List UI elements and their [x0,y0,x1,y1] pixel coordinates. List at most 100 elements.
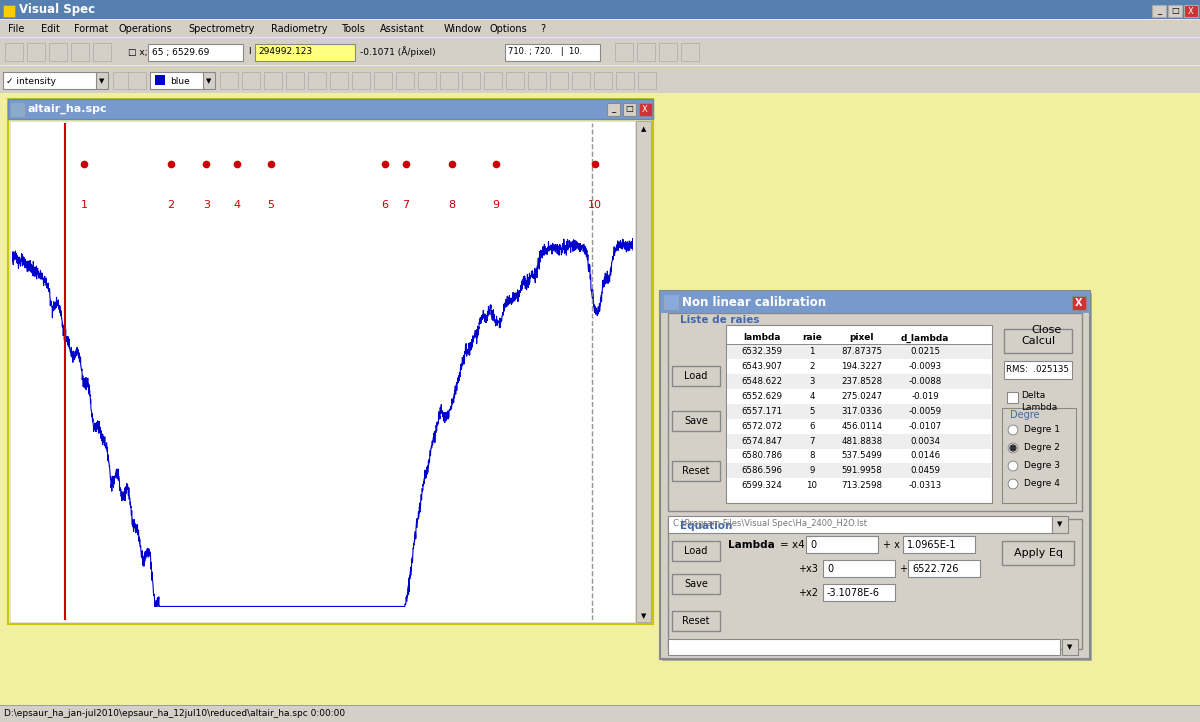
FancyBboxPatch shape [636,121,650,622]
FancyBboxPatch shape [462,72,480,89]
Text: 6574.847: 6574.847 [742,437,782,445]
Text: lambda: lambda [743,334,781,342]
Text: -0.0059: -0.0059 [908,407,942,416]
Text: Format: Format [73,24,108,34]
Text: X: X [1188,6,1194,15]
Text: 6572.072: 6572.072 [742,422,782,431]
Text: Degre 2: Degre 2 [1024,443,1060,453]
Text: -0.0107: -0.0107 [908,422,942,431]
FancyBboxPatch shape [28,43,46,61]
Text: 317.0336: 317.0336 [841,407,882,416]
Text: -0.0088: -0.0088 [908,377,942,386]
Text: -0.0093: -0.0093 [908,362,942,371]
Circle shape [1010,445,1016,451]
Text: blue: blue [170,77,190,85]
Text: Window: Window [444,24,482,34]
Text: -3.1078E-6: -3.1078E-6 [827,588,880,598]
Text: ▲: ▲ [641,126,647,132]
FancyBboxPatch shape [806,536,878,553]
FancyBboxPatch shape [1004,329,1072,353]
Text: ▼: ▼ [1057,521,1063,527]
Text: ?: ? [541,24,546,34]
Text: Non linear calibration: Non linear calibration [682,295,826,308]
FancyBboxPatch shape [484,72,502,89]
Text: Calcul: Calcul [1021,336,1055,346]
Text: 9: 9 [492,200,499,210]
Text: Degre 1: Degre 1 [1024,425,1060,435]
FancyBboxPatch shape [2,72,98,89]
FancyBboxPatch shape [1184,5,1198,17]
Text: 294992.123: 294992.123 [258,48,312,56]
FancyBboxPatch shape [668,639,1060,655]
FancyBboxPatch shape [506,72,524,89]
FancyBboxPatch shape [1052,516,1068,533]
FancyBboxPatch shape [682,43,698,61]
Text: D:\epsaur_ha_jan-jul2010\epsaur_ha_12jul10\reduced\altair_ha.spc 0:00:00: D:\epsaur_ha_jan-jul2010\epsaur_ha_12jul… [4,710,346,718]
Text: Save: Save [684,579,708,589]
FancyBboxPatch shape [660,291,1090,313]
Text: Load: Load [684,371,708,381]
Text: I: I [248,48,251,56]
Text: -0.019: -0.019 [911,392,938,401]
Text: C:\Program Files\Visual Spec\Ha_2400_H2O.lst: C:\Program Files\Visual Spec\Ha_2400_H2O… [673,520,866,529]
Text: +x3: +x3 [798,564,818,574]
FancyBboxPatch shape [727,404,991,419]
Text: 6: 6 [809,422,815,431]
Text: 6557.171: 6557.171 [742,407,782,416]
Text: 713.2598: 713.2598 [841,482,882,490]
Text: 7: 7 [809,437,815,445]
FancyBboxPatch shape [668,519,1082,649]
FancyBboxPatch shape [96,72,108,89]
Text: -0.1071 (Å/pixel): -0.1071 (Å/pixel) [360,46,436,58]
FancyBboxPatch shape [1012,319,1080,341]
FancyBboxPatch shape [727,434,991,448]
FancyBboxPatch shape [374,72,392,89]
FancyBboxPatch shape [572,72,590,89]
Text: ▼: ▼ [1067,644,1073,650]
FancyBboxPatch shape [286,72,304,89]
FancyBboxPatch shape [418,72,436,89]
Text: Assistant: Assistant [380,24,425,34]
FancyBboxPatch shape [727,389,991,404]
FancyBboxPatch shape [1007,392,1018,403]
FancyBboxPatch shape [0,38,1200,65]
Text: 6543.907: 6543.907 [742,362,782,371]
FancyBboxPatch shape [0,66,1200,93]
Text: 481.8838: 481.8838 [841,437,882,445]
Text: raie: raie [802,334,822,342]
Text: Apply Eq: Apply Eq [1014,548,1062,558]
FancyBboxPatch shape [638,72,656,89]
Text: 8: 8 [809,451,815,461]
FancyBboxPatch shape [672,574,720,594]
Text: 6586.596: 6586.596 [742,466,782,475]
Text: 4: 4 [809,392,815,401]
Circle shape [1008,479,1018,489]
FancyBboxPatch shape [904,536,974,553]
Text: 6599.324: 6599.324 [742,482,782,490]
Text: ▼: ▼ [641,613,647,619]
Text: 5: 5 [809,407,815,416]
FancyBboxPatch shape [150,72,205,89]
Text: + x: + x [883,540,900,550]
Text: ▼: ▼ [100,78,104,84]
FancyBboxPatch shape [1004,361,1072,379]
FancyBboxPatch shape [727,360,991,374]
FancyBboxPatch shape [0,20,1200,37]
FancyBboxPatch shape [727,448,991,464]
Text: 275.0247: 275.0247 [841,392,882,401]
FancyBboxPatch shape [823,584,895,601]
FancyBboxPatch shape [1062,639,1078,655]
Text: Degre 3: Degre 3 [1024,461,1060,471]
Text: 6548.622: 6548.622 [742,377,782,386]
Text: 0.0146: 0.0146 [910,451,940,461]
FancyBboxPatch shape [308,72,326,89]
Text: Liste de raies: Liste de raies [680,315,760,325]
Text: 9: 9 [809,466,815,475]
FancyBboxPatch shape [10,121,635,622]
FancyBboxPatch shape [616,43,634,61]
Text: 0.0034: 0.0034 [910,437,940,445]
Text: X: X [1075,298,1082,308]
FancyBboxPatch shape [528,72,546,89]
FancyBboxPatch shape [113,72,131,89]
Text: 2: 2 [809,362,815,371]
